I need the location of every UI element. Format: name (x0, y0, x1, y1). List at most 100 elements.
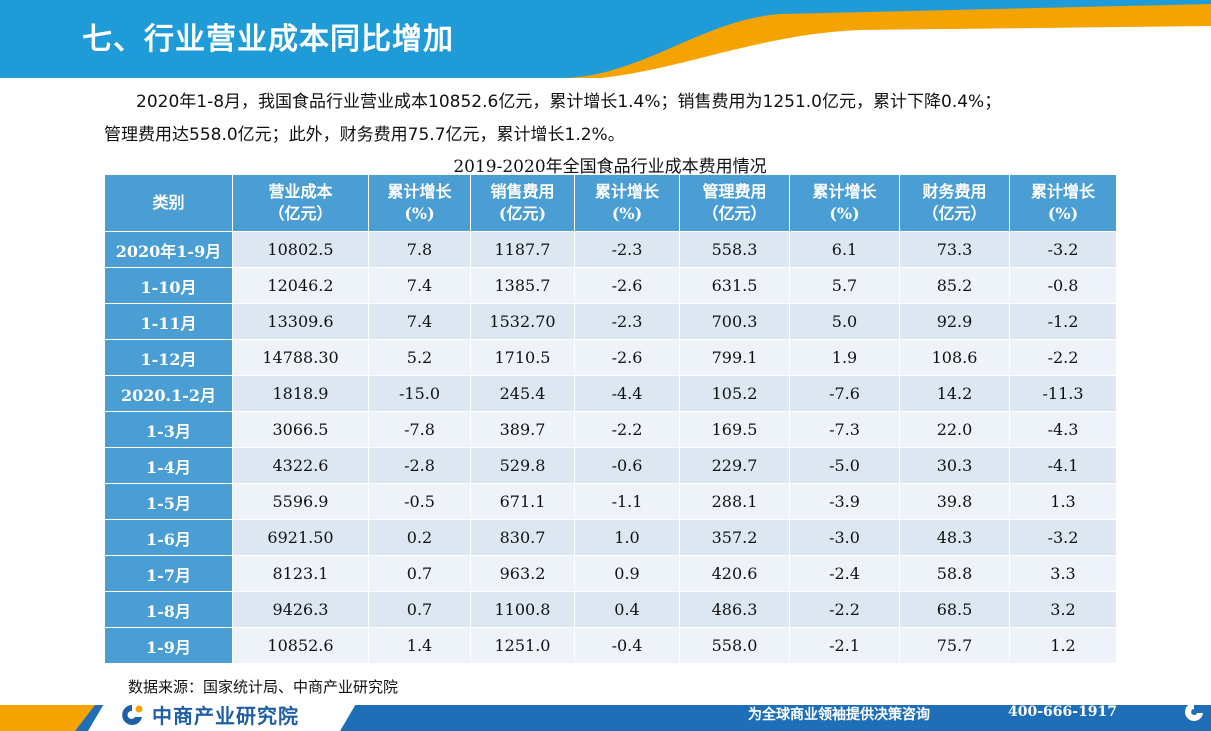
table-cell: -2.1 (789, 627, 900, 664)
table-cell: 5596.9 (232, 483, 369, 520)
table-cell: 30.3 (899, 447, 1010, 484)
table-cell: 357.2 (679, 519, 790, 556)
table-row: 1-12月 14788.30 5.2 1710.5 -2.6 799.1 1.9 108.6-… (104, 339, 1117, 376)
table-cell: 68.5 (899, 591, 1010, 628)
intro-line-1: 2020年1-8月，我国食品行业营业成本10852.6亿元，累计增长1.4%；销… (136, 92, 1002, 112)
table-cell: -2.4 (789, 555, 900, 592)
table-cell: -2.2 (789, 591, 900, 628)
table-cell: 3066.5 (232, 411, 369, 448)
table-cell: 0.7 (368, 555, 471, 592)
header-finance-expense-growth: 累计增长 (%) (1009, 174, 1117, 232)
table-cell: -5.0 (789, 447, 900, 484)
brand-logo-icon (122, 704, 143, 725)
table-cell: -1.2 (1009, 303, 1117, 340)
row-period-label: 1-7月 (104, 555, 233, 592)
table-cell: -3.2 (1009, 519, 1117, 556)
table-cell: 1.3 (1009, 483, 1117, 520)
table-cell: 14788.30 (232, 339, 369, 376)
table-row: 1-9月 10852.6 1.4 1251.0 -0.4 558.0 -2.1 75.7 1.2 (104, 627, 1117, 664)
row-period-label: 1-9月 (104, 627, 233, 664)
table-cell: 10802.5 (232, 231, 369, 268)
table-cell: 0.9 (574, 555, 680, 592)
table-cell: -1.1 (574, 483, 680, 520)
table-cell: -0.4 (574, 627, 680, 664)
table-cell: 105.2 (679, 375, 790, 412)
table-cell: -2.2 (574, 411, 680, 448)
cost-table: 类别 营业成本 （亿元） 累计增长 (%) 销售费用 (亿元) 累计增长 (%) 管理费… (104, 174, 1117, 664)
table-cell: 558.3 (679, 231, 790, 268)
table-header-row: 类别 营业成本 （亿元） 累计增长 (%) 销售费用 (亿元) 累计增长 (%) 管理费… (104, 174, 1117, 232)
header-category: 类别 (104, 174, 233, 232)
table-cell: -3.0 (789, 519, 900, 556)
company-logo-icon (1185, 703, 1203, 721)
table-cell: -4.3 (1009, 411, 1117, 448)
row-period-label: 1-5月 (104, 483, 233, 520)
table-cell: -0.6 (574, 447, 680, 484)
table-row: 1-11月 13309.6 7.4 1532.70 -2.3 700.3 5.0 92.9 -1… (104, 303, 1117, 340)
table-cell: 7.4 (368, 267, 471, 304)
header-admin-expense: 管理费用 （亿元） (679, 174, 790, 232)
table-cell: 75.7 (899, 627, 1010, 664)
table-cell: -0.5 (368, 483, 471, 520)
table-cell: -3.9 (789, 483, 900, 520)
brand-name: 中商产业研究院 (152, 704, 299, 728)
table-cell: 1385.7 (470, 267, 575, 304)
row-period-label: 1-12月 (104, 339, 233, 376)
table-cell: 5.0 (789, 303, 900, 340)
header-sales-expense: 销售费用 (亿元) (470, 174, 575, 232)
table-row: 1-5月 5596.9 -0.5 671.1 -1.1 288.1 -3.9 39.8 1.3 (104, 483, 1117, 520)
table-cell: 7.8 (368, 231, 471, 268)
row-period-label: 2020年1-9月 (104, 231, 233, 268)
table-cell: -7.3 (789, 411, 900, 448)
table-cell: 14.2 (899, 375, 1010, 412)
table-cell: -4.4 (574, 375, 680, 412)
table-title: 2019-2020年全国食品行业成本费用情况 (453, 157, 767, 177)
header-operating-cost: 营业成本 （亿元） (232, 174, 369, 232)
table-cell: 39.8 (899, 483, 1010, 520)
table-row: 1-7月 8123.1 0.7 963.2 0.9 420.6 -2.4 58.8 3.3 (104, 555, 1117, 592)
table-row: 1-3月 3066.5 -7.8 389.7 -2.2 169.5 -7.3 22.0 -4.3 (104, 411, 1117, 448)
row-period-label: 2020.1-2月 (104, 375, 233, 412)
table-cell: 8123.1 (232, 555, 369, 592)
table-cell: 631.5 (679, 267, 790, 304)
header-operating-cost-growth: 累计增长 (%) (368, 174, 471, 232)
table-row: 2020.1-2月 1818.9 -15.0 245.4 -4.4 105.2 -7.6 14… (104, 375, 1117, 412)
table-cell: 1100.8 (470, 591, 575, 628)
footer-slogan: 为全球商业领袖提供决策咨询 (748, 707, 930, 723)
table-cell: 245.4 (470, 375, 575, 412)
table-cell: 7.4 (368, 303, 471, 340)
table-cell: 3.2 (1009, 591, 1117, 628)
header-sales-expense-growth: 累计增长 (%) (574, 174, 680, 232)
table-cell: -0.8 (1009, 267, 1117, 304)
table-row: 1-8月 9426.3 0.7 1100.8 0.4 486.3 -2.2 68.5 3.2 (104, 591, 1117, 628)
row-period-label: 1-3月 (104, 411, 233, 448)
table-cell: 0.2 (368, 519, 471, 556)
table-cell: -2.3 (574, 303, 680, 340)
table-cell: -2.8 (368, 447, 471, 484)
table-cell: -15.0 (368, 375, 471, 412)
table-cell: 963.2 (470, 555, 575, 592)
table-cell: 5.7 (789, 267, 900, 304)
table-cell: 671.1 (470, 483, 575, 520)
row-period-label: 1-10月 (104, 267, 233, 304)
table-cell: -11.3 (1009, 375, 1117, 412)
table-cell: -7.6 (789, 375, 900, 412)
table-cell: 92.9 (899, 303, 1010, 340)
intro-line-2: 管理费用达558.0亿元；此外，财务费用75.7亿元，累计增长1.2%。 (104, 125, 625, 145)
table-cell: 1.2 (1009, 627, 1117, 664)
table-row: 2020年1-9月 10802.5 7.8 1187.7 -2.3 558.3 6.1 73.… (104, 231, 1117, 268)
table-cell: 58.8 (899, 555, 1010, 592)
table-cell: 1.4 (368, 627, 471, 664)
header-finance-expense: 财务费用 （亿元） (899, 174, 1010, 232)
table-cell: 6.1 (789, 231, 900, 268)
table-cell: 700.3 (679, 303, 790, 340)
header-admin-expense-growth: 累计增长 (%) (789, 174, 900, 232)
table-cell: 1187.7 (470, 231, 575, 268)
table-cell: -2.6 (574, 339, 680, 376)
table-cell: 85.2 (899, 267, 1010, 304)
table-cell: 12046.2 (232, 267, 369, 304)
table-cell: 10852.6 (232, 627, 369, 664)
table-cell: -3.2 (1009, 231, 1117, 268)
table-cell: 1532.70 (470, 303, 575, 340)
table-cell: -2.6 (574, 267, 680, 304)
